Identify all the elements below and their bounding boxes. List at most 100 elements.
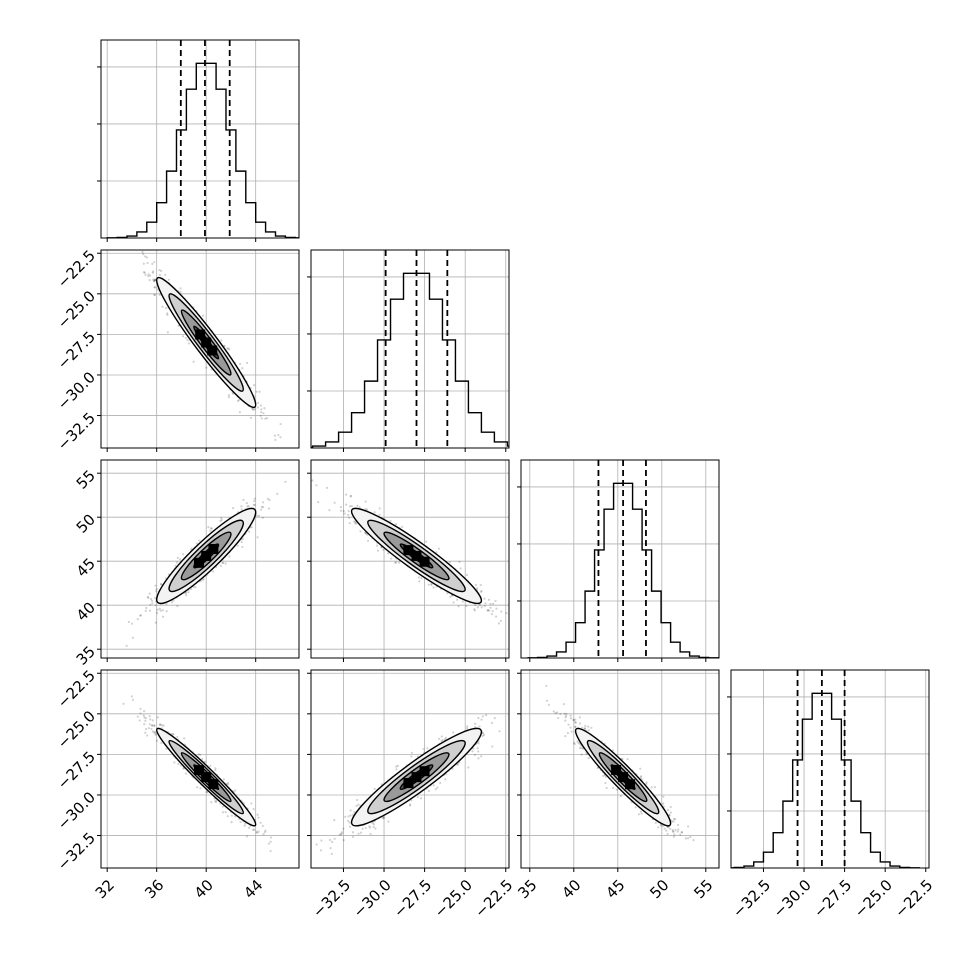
- sample-point: [138, 719, 141, 722]
- sample-point: [449, 595, 452, 598]
- sample-point: [186, 339, 189, 342]
- sample-point: [339, 833, 342, 836]
- sample-point: [273, 434, 276, 437]
- sample-point: [596, 766, 599, 770]
- sample-point: [165, 747, 168, 750]
- density-contours: [155, 276, 257, 409]
- sample-point: [277, 433, 280, 437]
- density-core: [195, 329, 206, 340]
- sample-point: [547, 703, 550, 706]
- sample-point: [257, 816, 260, 819]
- sample-point: [348, 821, 351, 824]
- sample-point: [252, 384, 256, 387]
- sample-point: [259, 821, 262, 824]
- sample-point: [422, 747, 425, 751]
- sample-point: [230, 821, 233, 824]
- sample-point: [477, 716, 480, 720]
- sample-point: [497, 622, 501, 625]
- panel-3-2: 35 40 45 50 55: [514, 669, 720, 902]
- sample-point: [260, 408, 263, 411]
- sample-point: [179, 290, 182, 294]
- x-tick-label: −30.0: [350, 876, 395, 921]
- sample-point: [369, 832, 372, 835]
- sample-point: [147, 275, 150, 278]
- sample-point: [185, 594, 188, 597]
- sample-point: [467, 766, 470, 769]
- sample-point: [264, 417, 267, 420]
- sample-point: [143, 709, 146, 713]
- sample-point: [197, 753, 200, 756]
- sample-point: [207, 526, 210, 529]
- sample-point: [583, 727, 587, 730]
- sample-point: [477, 742, 480, 745]
- sample-point: [349, 814, 352, 817]
- sample-point: [359, 530, 362, 533]
- sample-point: [476, 587, 479, 590]
- sample-point: [376, 544, 379, 547]
- sample-point: [480, 755, 483, 758]
- sample-point: [151, 602, 154, 605]
- sample-point: [584, 724, 587, 727]
- sample-point: [246, 505, 249, 508]
- sample-point: [341, 831, 344, 834]
- sample-point: [345, 503, 348, 506]
- sample-point: [260, 505, 263, 509]
- sample-point: [387, 552, 390, 555]
- sample-point: [372, 823, 376, 826]
- panel-2-1: [307, 459, 535, 662]
- sample-point: [364, 531, 367, 534]
- density-contours: [350, 727, 483, 827]
- sample-point: [440, 739, 443, 743]
- panel-frame: [100, 459, 300, 659]
- sample-point: [144, 731, 147, 734]
- sample-point: [253, 499, 256, 503]
- sample-point: [436, 786, 439, 789]
- sample-point: [533, 618, 535, 620]
- sample-point: [147, 596, 150, 600]
- sample-point: [394, 561, 397, 564]
- sample-point: [171, 733, 174, 736]
- sample-point: [158, 607, 161, 610]
- sample-point: [284, 480, 287, 483]
- sample-point: [574, 721, 577, 724]
- sample-point: [347, 815, 350, 818]
- sample-point: [430, 583, 433, 586]
- sample-point: [179, 764, 182, 767]
- sample-point: [493, 717, 496, 720]
- sample-point: [511, 704, 513, 706]
- sample-point: [158, 274, 162, 277]
- sample-point: [482, 733, 486, 737]
- sample-point: [176, 735, 179, 738]
- sample-point: [473, 608, 476, 611]
- sample-point: [311, 479, 314, 482]
- sample-point: [342, 827, 345, 830]
- sample-point: [153, 724, 156, 727]
- sample-point: [239, 820, 242, 824]
- sample-point: [481, 715, 484, 718]
- sample-point: [417, 576, 421, 579]
- sample-point: [227, 396, 230, 399]
- sample-point: [368, 825, 371, 828]
- sample-point: [573, 742, 576, 746]
- sample-point: [444, 778, 447, 781]
- panel-frame: [100, 39, 300, 239]
- sample-point: [580, 753, 583, 756]
- sample-point: [481, 734, 484, 738]
- sample-point: [136, 617, 139, 621]
- sample-point: [147, 273, 150, 276]
- density-core: [207, 345, 218, 356]
- sample-point: [145, 256, 148, 259]
- sample-point: [166, 313, 169, 316]
- sample-point: [240, 540, 243, 544]
- sample-point: [347, 513, 350, 517]
- sample-point: [354, 522, 357, 525]
- sample-point: [486, 609, 490, 612]
- sample-point: [219, 519, 222, 523]
- sample-point: [351, 835, 355, 839]
- sample-point: [573, 725, 577, 728]
- panel-3-1: −32.5−30.0−27.5−25.0−22.5: [307, 669, 517, 921]
- sample-point: [177, 324, 180, 327]
- sample-point: [155, 611, 159, 615]
- sample-point: [138, 614, 142, 617]
- x-tick-label: 40: [191, 876, 217, 902]
